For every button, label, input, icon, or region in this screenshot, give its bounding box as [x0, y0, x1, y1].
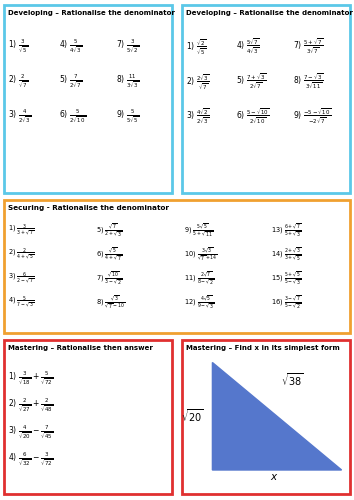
Text: $\sqrt{20}$: $\sqrt{20}$ — [181, 408, 204, 424]
Text: 3) $\frac{6}{2-\sqrt{7}}$: 3) $\frac{6}{2-\sqrt{7}}$ — [8, 270, 35, 285]
Text: 10) $\frac{3\sqrt{3}}{\sqrt{7}+14}$: 10) $\frac{3\sqrt{3}}{\sqrt{7}+14}$ — [184, 246, 218, 262]
Text: 1) $\frac{3}{\sqrt{18}}+\frac{5}{\sqrt{72}}$: 1) $\frac{3}{\sqrt{18}}+\frac{5}{\sqrt{7… — [8, 370, 54, 386]
Text: Mastering – Find x in its simplest form: Mastering – Find x in its simplest form — [186, 345, 339, 351]
Text: 3) $\frac{4}{\sqrt{20}}-\frac{7}{\sqrt{45}}$: 3) $\frac{4}{\sqrt{20}}-\frac{7}{\sqrt{4… — [8, 424, 54, 440]
Text: $\sqrt{38}$: $\sqrt{38}$ — [281, 371, 303, 388]
Text: Developing – Rationalise the denominator: Developing – Rationalise the denominator — [8, 10, 175, 16]
Text: 13) $\frac{6+\sqrt{7}}{5+\sqrt{3}}$: 13) $\frac{6+\sqrt{7}}{5+\sqrt{3}}$ — [271, 222, 302, 238]
Bar — [182, 340, 350, 494]
Text: $x$: $x$ — [270, 472, 279, 482]
Text: 11) $\frac{2\sqrt{7}}{8-\sqrt{2}}$: 11) $\frac{2\sqrt{7}}{8-\sqrt{2}}$ — [184, 270, 215, 286]
Text: 6) $\frac{5}{2\sqrt{10}}$: 6) $\frac{5}{2\sqrt{10}}$ — [59, 108, 86, 126]
Bar — [182, 5, 350, 192]
Text: 3) $\frac{4}{2\sqrt{3}}$: 3) $\frac{4}{2\sqrt{3}}$ — [8, 108, 32, 126]
Text: 9) $\frac{5\sqrt{5}}{5+\sqrt{11}}$: 9) $\frac{5\sqrt{5}}{5+\sqrt{11}}$ — [184, 222, 214, 238]
Text: 9) $\frac{-5-\sqrt{10}}{-2\sqrt{7}}$: 9) $\frac{-5-\sqrt{10}}{-2\sqrt{7}}$ — [293, 106, 331, 126]
Text: 6) $\frac{5-\sqrt{10}}{2\sqrt{10}}$: 6) $\frac{5-\sqrt{10}}{2\sqrt{10}}$ — [236, 106, 270, 126]
Text: 7) $\frac{5+\sqrt{7}}{3\sqrt{7}}$: 7) $\frac{5+\sqrt{7}}{3\sqrt{7}}$ — [293, 36, 323, 56]
Text: 1) $\frac{3}{\sqrt{5}}$: 1) $\frac{3}{\sqrt{5}}$ — [8, 38, 29, 55]
Text: 5) $\frac{7}{2\sqrt{7}}$: 5) $\frac{7}{2\sqrt{7}}$ — [59, 72, 83, 90]
Text: 16) $\frac{3-\sqrt{7}}{5-\sqrt{2}}$: 16) $\frac{3-\sqrt{7}}{5-\sqrt{2}}$ — [271, 294, 302, 310]
Text: 2) $\frac{2}{\sqrt{7}}$: 2) $\frac{2}{\sqrt{7}}$ — [8, 73, 29, 90]
Text: 9) $\frac{5}{5\sqrt{5}}$: 9) $\frac{5}{5\sqrt{5}}$ — [116, 108, 139, 126]
Text: 4) $\frac{6}{\sqrt{32}}-\frac{3}{\sqrt{72}}$: 4) $\frac{6}{\sqrt{32}}-\frac{3}{\sqrt{7… — [8, 450, 54, 468]
Text: 5) $\frac{7+\sqrt{3}}{2\sqrt{7}}$: 5) $\frac{7+\sqrt{3}}{2\sqrt{7}}$ — [236, 72, 267, 92]
Text: Mastering – Rationalise then answer: Mastering – Rationalise then answer — [8, 345, 153, 351]
Text: 2) $\frac{2\sqrt{3}}{\sqrt{7}}$: 2) $\frac{2\sqrt{3}}{\sqrt{7}}$ — [186, 72, 210, 91]
Text: 14) $\frac{2+\sqrt{3}}{3+\sqrt{5}}$: 14) $\frac{2+\sqrt{3}}{3+\sqrt{5}}$ — [271, 246, 302, 262]
Text: 4) $\frac{5\sqrt{7}}{4\sqrt{3}}$: 4) $\frac{5\sqrt{7}}{4\sqrt{3}}$ — [236, 36, 260, 56]
Bar — [4, 5, 172, 192]
Text: 8) $\frac{\sqrt{3}}{\sqrt{7}-10}$: 8) $\frac{\sqrt{3}}{\sqrt{7}-10}$ — [96, 294, 125, 310]
Bar — [4, 200, 350, 332]
Text: 6) $\frac{\sqrt{5}}{4+\sqrt{7}}$: 6) $\frac{\sqrt{5}}{4+\sqrt{7}}$ — [96, 246, 122, 262]
Text: 12) $\frac{4\sqrt{5}}{9-\sqrt{3}}$: 12) $\frac{4\sqrt{5}}{9-\sqrt{3}}$ — [184, 294, 215, 310]
Text: 1) $\frac{\sqrt{2}}{\sqrt{5}}$: 1) $\frac{\sqrt{2}}{\sqrt{5}}$ — [186, 37, 206, 56]
Text: 4) $\frac{5}{4\sqrt{3}}$: 4) $\frac{5}{4\sqrt{3}}$ — [59, 38, 83, 56]
Text: 15) $\frac{5+\sqrt{5}}{5-\sqrt{3}}$: 15) $\frac{5+\sqrt{5}}{5-\sqrt{3}}$ — [271, 270, 302, 286]
Bar — [4, 340, 172, 494]
Text: 8) $\frac{11}{3\sqrt{3}}$: 8) $\frac{11}{3\sqrt{3}}$ — [116, 72, 139, 90]
Text: 3) $\frac{4\sqrt{2}}{2\sqrt{3}}$: 3) $\frac{4\sqrt{2}}{2\sqrt{3}}$ — [186, 106, 210, 126]
Polygon shape — [212, 362, 342, 470]
Text: 5) $\frac{\sqrt{7}}{2+\sqrt{3}}$: 5) $\frac{\sqrt{7}}{2+\sqrt{3}}$ — [96, 222, 122, 238]
Text: 4) $\frac{5}{7-\sqrt{3}}$: 4) $\frac{5}{7-\sqrt{3}}$ — [8, 294, 35, 310]
Text: 7) $\frac{\sqrt{10}}{3-\sqrt{2}}$: 7) $\frac{\sqrt{10}}{3-\sqrt{2}}$ — [96, 270, 122, 286]
Text: Developing – Rationalise the denominator: Developing – Rationalise the denominator — [186, 10, 353, 16]
Text: 1) $\frac{3}{3+\sqrt{7}}$: 1) $\frac{3}{3+\sqrt{7}}$ — [8, 222, 35, 238]
Text: 8) $\frac{7-\sqrt{3}}{3\sqrt{11}}$: 8) $\frac{7-\sqrt{3}}{3\sqrt{11}}$ — [293, 72, 323, 92]
Text: 2) $\frac{2}{\sqrt{27}}+\frac{2}{\sqrt{48}}$: 2) $\frac{2}{\sqrt{27}}+\frac{2}{\sqrt{4… — [8, 396, 54, 413]
Text: 7) $\frac{3}{5\sqrt{2}}$: 7) $\frac{3}{5\sqrt{2}}$ — [116, 38, 139, 56]
Text: Securing - Rationalise the denominator: Securing - Rationalise the denominator — [8, 205, 170, 211]
Text: 2) $\frac{2}{4+\sqrt{5}}$: 2) $\frac{2}{4+\sqrt{5}}$ — [8, 246, 35, 262]
